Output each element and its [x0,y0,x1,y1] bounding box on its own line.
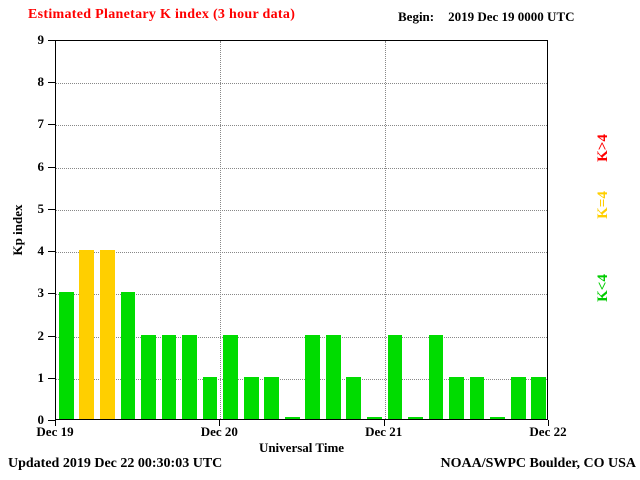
x-tick-mark [55,420,56,426]
kp-bar [449,376,464,419]
kp-bar [182,334,197,419]
h-gridline [56,167,547,169]
legend-k-eq-4: K=4 [595,191,611,219]
kp-bar [223,334,238,419]
h-gridline [56,294,547,296]
x-tick-mark [383,420,385,426]
kp-bar [469,376,485,419]
updated-timestamp: Updated 2019 Dec 22 00:30:03 UTC [8,456,223,471]
v-gridline [384,41,386,419]
kp-bar [161,334,177,419]
kp-bar [202,376,218,419]
kp-bar [79,250,95,419]
x-tick-label: Dec 20 [200,424,238,439]
kp-bar [58,292,74,419]
begin-label: Begin: [398,9,435,24]
y-axis-title: Kp index [10,204,25,256]
y-tick-label: 5 [37,200,45,216]
x-tick-label: Dec 19 [36,424,74,439]
kp-bar [243,376,259,419]
kp-bar [428,334,444,419]
y-tick-mark [48,335,55,337]
x-tick-label: Dec 21 [365,424,403,439]
kp-bar [346,376,362,419]
y-tick-mark [48,377,55,379]
kp-bar [264,376,280,419]
legend-k-lt-4: K<4 [595,274,611,302]
kp-bar [141,334,156,419]
y-tick-mark [48,124,55,126]
kp-bar [367,417,382,419]
y-tick-label: 2 [37,327,45,343]
y-tick-label: 6 [37,158,45,174]
plot-area [55,40,548,420]
x-tick-mark [548,420,549,426]
kp-bar [490,417,506,419]
kp-bar [387,334,403,419]
legend-k-gt-4: K>4 [595,134,611,162]
h-gridline [56,378,547,380]
h-gridline [56,125,547,127]
y-tick-label: 0 [37,412,45,427]
y-tick-mark [48,293,55,295]
y-tick-mark [48,251,55,253]
y-tick-label: 7 [37,116,45,132]
y-tick-label: 9 [37,32,45,47]
y-tick-label: 8 [37,74,45,90]
begin-value: 2019 Dec 19 0000 UTC [448,9,575,24]
source-attribution: NOAA/SWPC Boulder, CO USA [440,456,636,471]
x-axis-title: Universal Time [258,440,345,455]
x-tick-label: Dec 22 [529,424,567,439]
y-tick-label: 1 [37,369,45,385]
kp-bar [325,334,341,419]
y-tick-mark [48,166,55,168]
kp-bar [408,417,423,419]
kp-bar [510,376,526,419]
y-tick-mark [48,40,55,41]
h-gridline [56,83,547,85]
kp-bar [99,250,115,419]
y-tick-mark [48,208,55,210]
y-tick-label: 3 [37,285,45,301]
kp-bar [120,292,136,419]
kp-bar [531,376,547,419]
kp-bar [284,417,300,419]
begin-info: Begin: 2019 Dec 19 0000 UTC [398,9,575,25]
chart-title: Estimated Planetary K index (3 hour data… [28,7,296,22]
kp-bar [305,334,321,419]
h-gridline [56,336,547,338]
x-tick-mark [219,420,221,426]
y-tick-mark [48,420,55,421]
h-gridline [56,209,547,211]
h-gridline [56,252,547,254]
y-tick-mark [48,82,55,84]
v-gridline [220,41,222,419]
y-tick-label: 4 [37,243,45,259]
